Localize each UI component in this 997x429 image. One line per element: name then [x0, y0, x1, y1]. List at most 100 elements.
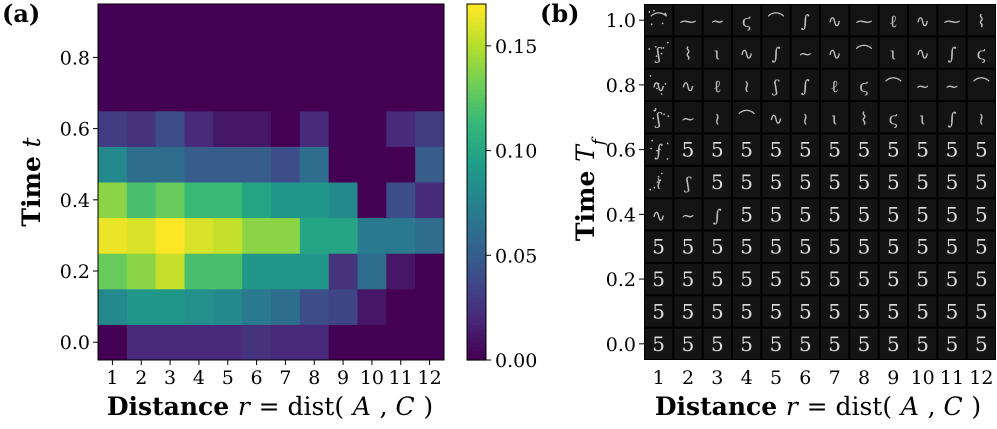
heatmap-cell: [328, 39, 358, 76]
y-tick-label: 0.2: [606, 269, 636, 291]
sample-cell: [762, 37, 790, 68]
sample-cell: [733, 263, 761, 295]
sample-cell: [791, 231, 819, 262]
colorbar-segment: [467, 222, 486, 228]
colorbar-segment: [467, 93, 486, 99]
sample-cell: [674, 166, 702, 198]
digit-sample: 5: [858, 170, 871, 194]
sample-cell: [674, 296, 702, 327]
x-tick-label: 5: [222, 367, 234, 389]
sample-cell: [821, 231, 849, 262]
digit-sample: 5: [740, 170, 753, 194]
digit-sample: 5: [770, 332, 783, 356]
noise-speckle: [649, 74, 652, 77]
digit-sample: 5: [916, 299, 929, 323]
heatmap-cell: [242, 253, 272, 290]
digit-sample: 5: [946, 202, 959, 226]
heatmap-cell: [386, 110, 416, 147]
noise-speckle: [660, 93, 663, 95]
sample-cell: [791, 296, 819, 327]
colorbar-segment: [467, 306, 486, 312]
sample-cell: [645, 199, 673, 230]
heatmap-cell: [386, 75, 416, 112]
colorbar-segment: [467, 164, 486, 170]
digit-sample: ≀: [978, 109, 984, 129]
digit-sample: 5: [946, 299, 959, 323]
digit-sample: 5: [975, 138, 988, 162]
heatmap-cell: [184, 253, 214, 290]
sample-cell: [879, 263, 907, 295]
digit-sample: ∼: [710, 12, 724, 32]
heatmap-cell: [415, 75, 445, 112]
sample-cell: [733, 166, 761, 198]
digit-sample: ɩ: [919, 109, 926, 129]
sample-cell: [645, 328, 673, 359]
colorbar-segment: [467, 319, 486, 325]
digit-sample: ʃ: [772, 77, 780, 97]
sample-cell: [967, 199, 995, 230]
heatmap-cell: [126, 324, 157, 361]
digit-sample: ≀: [714, 109, 720, 129]
sample-cell: [733, 296, 761, 327]
x-tick-label: 11: [389, 367, 413, 389]
sample-cell: [821, 166, 849, 198]
digit-sample: 5: [887, 202, 900, 226]
heatmap-cell: [415, 217, 445, 254]
x-tick-label: 11: [940, 367, 964, 389]
sample-cell: [645, 296, 673, 327]
noise-speckle: [650, 23, 653, 26]
x-tick-label: 1: [653, 367, 665, 389]
colorbar-segment: [467, 235, 486, 241]
heatmap-cell: [98, 75, 128, 112]
heatmap-cell: [328, 324, 358, 361]
heatmap-cell: [328, 110, 358, 147]
heatmap-cell: [299, 324, 330, 361]
colorbar-segment: [467, 61, 486, 67]
digit-sample: 5: [740, 202, 753, 226]
noise-speckle: [654, 82, 657, 85]
colorbar-segment: [467, 159, 486, 165]
digit-sample: 5: [916, 170, 929, 194]
digit-sample: ℓ: [889, 12, 897, 32]
sample-cell: [762, 199, 790, 230]
heatmap-cell: [328, 217, 358, 254]
heatmap-cell: [242, 75, 272, 112]
y-tick-label: 1.0: [606, 10, 636, 32]
digit-sample: 5: [887, 138, 900, 162]
colorbar-segment: [467, 239, 486, 245]
heatmap-cell: [415, 253, 445, 290]
colorbar-segment: [467, 66, 486, 72]
digit-sample: ℓ: [831, 77, 839, 97]
heatmap-cell: [184, 146, 214, 183]
heatmap-cell: [155, 75, 185, 112]
heatmap-cell: [299, 182, 330, 219]
sample-cell: [938, 37, 966, 68]
digit-sample: 5: [828, 138, 841, 162]
sample-cell: [674, 199, 702, 230]
heatmap-cell: [184, 288, 214, 325]
heatmap-cell: [386, 39, 416, 76]
colorbar-segment: [467, 213, 486, 219]
digit-sample: ʃ: [654, 45, 662, 65]
noise-speckle: [654, 107, 657, 110]
digit-sample: 5: [740, 235, 753, 259]
y-tick-label: 0.4: [606, 204, 636, 226]
heatmap-cell: [242, 324, 272, 361]
digit-sample: 5: [652, 235, 665, 259]
colorbar-segment: [467, 342, 486, 348]
heatmap-cell: [299, 4, 330, 41]
digit-sample: 5: [770, 235, 783, 259]
sample-grid-y-label: Time Tf: [571, 136, 609, 241]
colorbar-segment: [467, 248, 486, 254]
heatmap-cell: [98, 217, 128, 254]
noise-speckle: [658, 148, 661, 151]
sample-cell: [879, 102, 907, 133]
digit-sample: 5: [975, 235, 988, 259]
heatmap-cell: [155, 324, 185, 361]
sample-cell: [791, 166, 819, 198]
heatmap-cell: [386, 253, 416, 290]
colorbar-segment: [467, 57, 486, 63]
sample-cell: [703, 296, 731, 327]
heatmap-cell: [126, 39, 157, 76]
heatmap-cell: [242, 110, 272, 147]
